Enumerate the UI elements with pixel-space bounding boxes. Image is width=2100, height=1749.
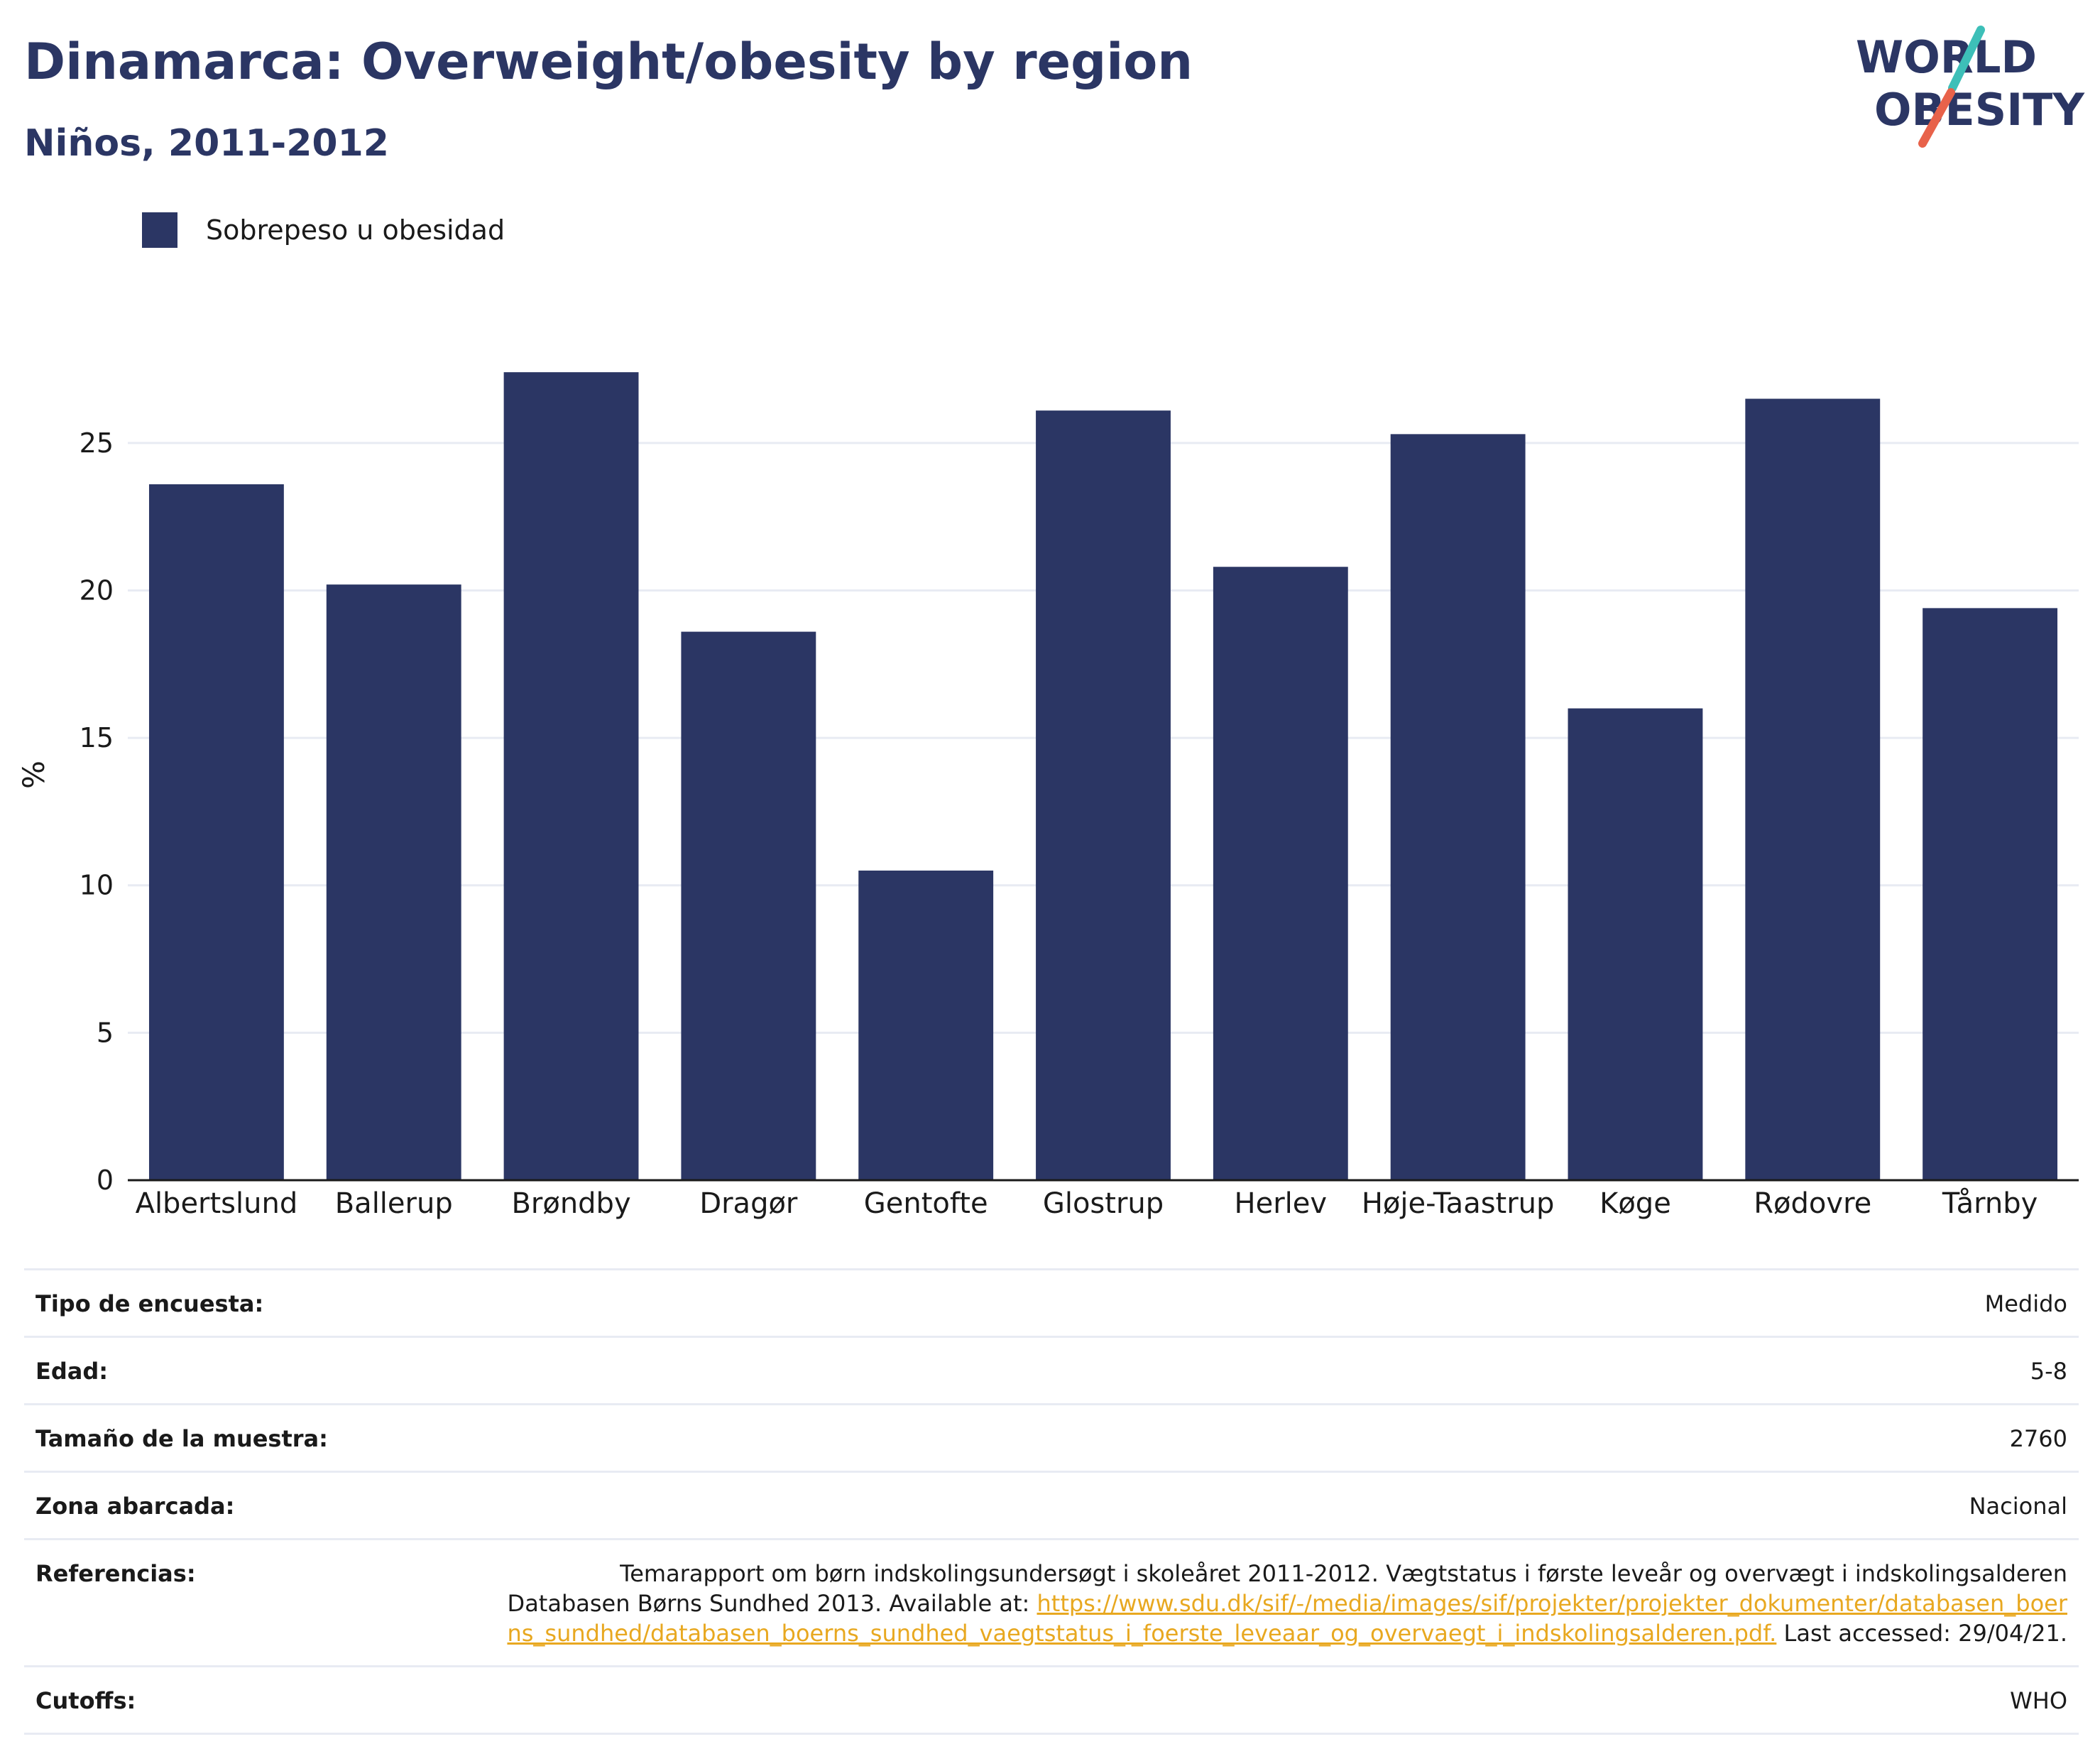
logo-line-2: OBESITY <box>1874 84 2085 136</box>
x-tick-label: Gentofte <box>864 1187 988 1220</box>
x-tick-label: Brøndby <box>511 1187 630 1220</box>
info-row-age: Edad: 5-8 <box>24 1336 2079 1403</box>
logo-slash-teal <box>1948 26 1985 92</box>
info-label: Tipo de encuesta: <box>35 1290 264 1317</box>
info-row-area: Zona abarcada: Nacional <box>24 1471 2079 1538</box>
bar <box>681 631 816 1180</box>
info-value: 2760 <box>2009 1425 2067 1452</box>
legend-label: Sobrepeso u obesidad <box>206 214 505 246</box>
logo-line-1: WORLD <box>1856 31 2037 83</box>
x-tick-label: Herlev <box>1235 1187 1328 1220</box>
y-tick-label: 20 <box>80 574 114 606</box>
bar <box>1568 708 1703 1180</box>
info-label: Edad: <box>35 1358 109 1385</box>
logo-slash-coral <box>1918 88 1955 148</box>
info-label: Cutoffs: <box>35 1687 136 1714</box>
x-tick-label: Dragør <box>699 1187 798 1220</box>
bar <box>148 484 284 1180</box>
chart-title: Dinamarca: Overweight/obesity by region <box>24 33 1193 91</box>
x-tick-label: Albertslund <box>136 1187 298 1220</box>
bar <box>503 372 639 1180</box>
legend-swatch <box>142 212 177 248</box>
info-value: WHO <box>2010 1687 2067 1714</box>
y-tick-label: 25 <box>80 427 114 459</box>
info-value: Nacional <box>1969 1493 2067 1520</box>
chart-legend: Sobrepeso u obesidad <box>142 212 505 249</box>
info-label: Tamaño de la muestra: <box>35 1425 328 1452</box>
bar-chart: 0 5 10 15 20 25% Albertslund Ballerup Brøndby Dra… <box>16 372 2079 1220</box>
bar <box>326 584 461 1180</box>
y-axis-label: % <box>16 761 51 789</box>
info-value: Medido <box>1984 1290 2067 1317</box>
x-tick-label: Glostrup <box>1043 1187 1164 1220</box>
info-row-survey-type: Tipo de encuesta: Medido <box>24 1268 2079 1336</box>
y-tick-label: 10 <box>80 870 114 901</box>
y-tick-label: 15 <box>80 722 114 753</box>
bar <box>1213 567 1348 1180</box>
info-value: 5-8 <box>2030 1358 2067 1385</box>
y-tick-label: 5 <box>97 1017 114 1048</box>
x-tick-label: Rødovre <box>1754 1187 1871 1220</box>
info-row-sample-size: Tamaño de la muestra: 2760 <box>24 1403 2079 1471</box>
reference-citation: Temarapport om børn indskolingsundersøgt… <box>507 1560 2067 1617</box>
x-tick-label: Høje-Taastrup <box>1362 1187 1555 1220</box>
bar <box>1036 410 1171 1180</box>
info-row-references: Referencias: Temarapport om børn indskol… <box>24 1538 2079 1665</box>
info-label: Zona abarcada: <box>35 1493 235 1520</box>
y-tick-label: 0 <box>97 1165 114 1196</box>
bar <box>1390 434 1526 1180</box>
reference-link[interactable]: https://www.sdu.dk/sif/-/media/images/si… <box>507 1590 2067 1647</box>
info-label: Referencias: <box>35 1560 196 1587</box>
x-tick-label: Tårnby <box>1942 1187 2038 1220</box>
x-tick-label: Køge <box>1599 1187 1671 1220</box>
reference-accessed: Last accessed: 29/04/21. <box>1776 1620 2068 1647</box>
info-row-cutoffs: Cutoffs: WHO <box>24 1665 2079 1735</box>
x-tick-label: Ballerup <box>335 1187 453 1220</box>
bar <box>1923 608 2058 1180</box>
bar <box>1745 398 1881 1180</box>
reference-text: Temarapport om børn indskolingsundersøgt… <box>505 1559 2067 1648</box>
survey-info-table: Tipo de encuesta: Medido Edad: 5-8 Tamañ… <box>24 1268 2079 1735</box>
chart-subtitle: Niños, 2011-2012 <box>24 122 389 165</box>
world-obesity-logo: WORLD OBESITY <box>1856 26 2085 148</box>
bar <box>858 870 994 1180</box>
